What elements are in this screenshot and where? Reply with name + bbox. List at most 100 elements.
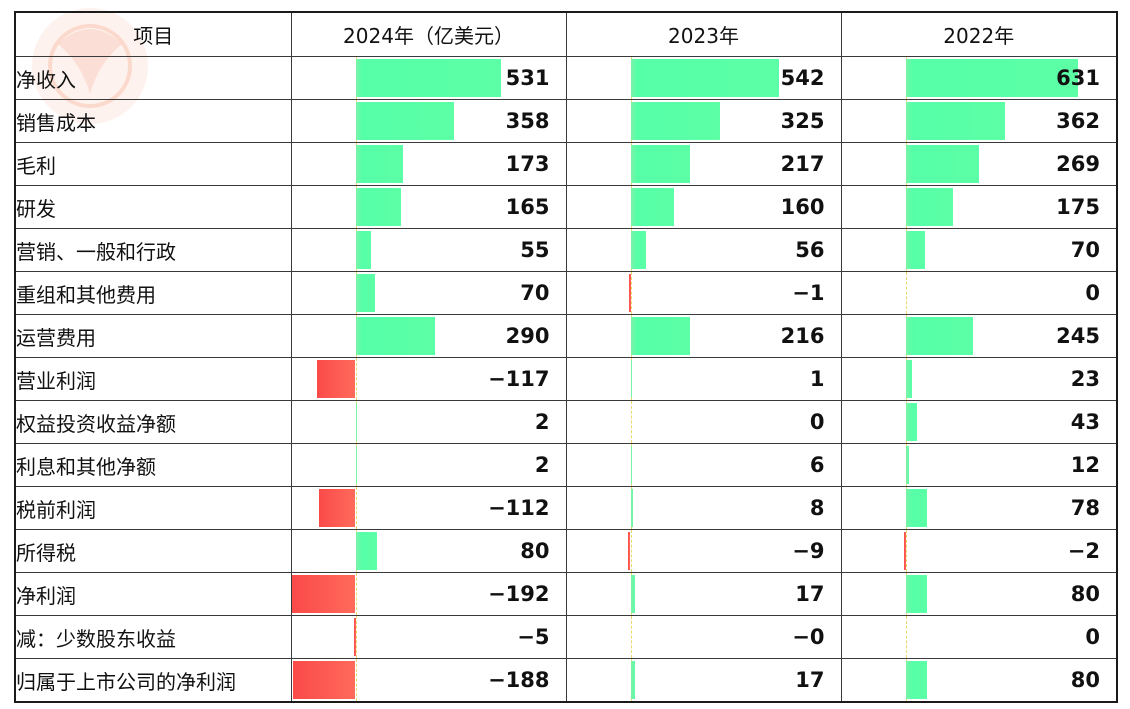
table-row: 税前利润 −112 8 78 — [14, 486, 1118, 530]
value-label: 80 — [1070, 668, 1100, 692]
value-label: 160 — [780, 195, 825, 219]
value-label: 78 — [1070, 496, 1100, 520]
bar-positive — [905, 360, 912, 398]
bar-negative — [293, 661, 356, 699]
value-label: 6 — [809, 453, 825, 477]
value-cell: 0 — [840, 271, 1118, 315]
value-cell: 290 — [290, 314, 567, 358]
table-row: 运营费用 290 216 245 — [14, 314, 1118, 358]
bar-positive — [355, 59, 501, 97]
value-label: 70 — [520, 281, 550, 305]
header-2023: 2023年 — [565, 11, 842, 57]
bar-negative — [628, 274, 631, 312]
bar-negative — [903, 532, 906, 570]
value-label: 55 — [520, 238, 550, 262]
bar-positive — [630, 145, 690, 183]
row-label: 营业利润 — [14, 357, 292, 401]
value-label: 56 — [795, 238, 825, 262]
financial-table: 项目 2024年（亿美元） 2023年 2022年 净收入 531 542 631 销售… — [14, 11, 1118, 703]
value-cell: 70 — [840, 228, 1118, 272]
value-label: −192 — [488, 582, 550, 606]
value-cell: −188 — [290, 658, 567, 703]
value-cell: 269 — [840, 142, 1118, 186]
value-label: −112 — [488, 496, 550, 520]
bar-positive — [355, 145, 403, 183]
bar-negative — [316, 360, 356, 398]
value-cell: −1 — [565, 271, 842, 315]
value-cell: 56 — [565, 228, 842, 272]
value-cell: 631 — [840, 56, 1118, 100]
value-cell: 165 — [290, 185, 567, 229]
value-cell: 17 — [565, 658, 842, 703]
value-label: 2 — [534, 410, 550, 434]
value-label: 70 — [1070, 238, 1100, 262]
value-label: 290 — [505, 324, 550, 348]
bar-positive — [630, 317, 690, 355]
bar-positive — [905, 661, 928, 699]
value-cell: 0 — [840, 615, 1118, 659]
bar-negative — [627, 532, 631, 570]
value-cell: 1 — [565, 357, 842, 401]
bar-positive — [355, 231, 371, 269]
table-row: 净收入 531 542 631 — [14, 56, 1118, 100]
value-label: 362 — [1056, 109, 1100, 133]
row-label: 税前利润 — [14, 486, 292, 530]
value-label: 631 — [1056, 66, 1100, 90]
row-label: 毛利 — [14, 142, 292, 186]
bar-positive — [905, 59, 1079, 97]
value-label: 17 — [795, 668, 825, 692]
value-label: −5 — [517, 625, 550, 649]
value-cell: 245 — [840, 314, 1118, 358]
value-label: 43 — [1070, 410, 1100, 434]
table-row: 营销、一般和行政 55 56 70 — [14, 228, 1118, 272]
value-label: 23 — [1070, 367, 1100, 391]
value-label: 17 — [795, 582, 825, 606]
value-label: 245 — [1056, 324, 1100, 348]
value-label: 0 — [1085, 625, 1100, 649]
value-label: −2 — [1067, 539, 1100, 563]
zero-axis — [905, 616, 907, 658]
value-label: 216 — [780, 324, 825, 348]
table-body: 净收入 531 542 631 销售成本 358 325 362 毛利 173 217 269 研发 16… — [14, 56, 1118, 703]
value-label: 1 — [809, 367, 825, 391]
bar-positive — [355, 403, 357, 441]
bar-negative — [292, 575, 356, 613]
value-cell: 80 — [290, 529, 567, 573]
zero-axis — [905, 530, 907, 572]
bar-negative — [353, 618, 356, 656]
bar-positive — [630, 188, 675, 226]
zero-axis — [630, 272, 632, 314]
value-label: 8 — [809, 496, 825, 520]
bar-positive — [905, 446, 909, 484]
table-row: 研发 165 160 175 — [14, 185, 1118, 229]
zero-axis — [630, 530, 632, 572]
table-row: 销售成本 358 325 362 — [14, 99, 1118, 143]
value-label: −1 — [792, 281, 825, 305]
value-cell: −0 — [565, 615, 842, 659]
zero-axis — [630, 401, 632, 443]
value-cell: 70 — [290, 271, 567, 315]
table-row: 所得税 80 −9 −2 — [14, 529, 1118, 573]
row-label: 净利润 — [14, 572, 292, 616]
value-label: 217 — [780, 152, 825, 176]
bar-positive — [905, 317, 973, 355]
bar-positive — [630, 575, 636, 613]
bar-positive — [355, 102, 454, 140]
header-item: 项目 — [14, 11, 292, 57]
bar-positive — [905, 188, 954, 226]
value-cell: 78 — [840, 486, 1118, 530]
row-label: 净收入 — [14, 56, 292, 100]
bar-positive — [630, 360, 632, 398]
value-label: −9 — [792, 539, 825, 563]
table-row: 利息和其他净额 2 6 12 — [14, 443, 1118, 487]
value-cell: 217 — [565, 142, 842, 186]
value-label: 165 — [505, 195, 550, 219]
value-cell: 55 — [290, 228, 567, 272]
bar-positive — [630, 489, 633, 527]
row-label: 减：少数股东收益 — [14, 615, 292, 659]
bar-positive — [905, 575, 928, 613]
bar-negative — [318, 489, 356, 527]
row-label: 权益投资收益净额 — [14, 400, 292, 444]
header-row: 项目 2024年（亿美元） 2023年 2022年 — [14, 11, 1118, 57]
zero-axis — [905, 272, 907, 314]
